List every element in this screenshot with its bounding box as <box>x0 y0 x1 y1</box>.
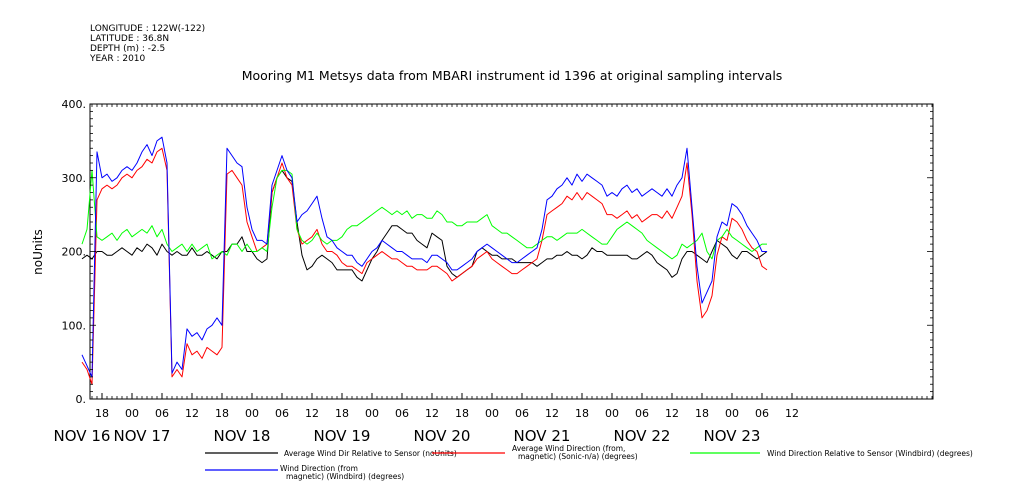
meta-year: YEAR : 2010 <box>89 54 146 64</box>
x-day-label: NOV 23 <box>704 427 761 445</box>
y-tick-label: 200. <box>62 246 87 259</box>
legend-label-1: Average Wind Dir Relative to Sensor (noU… <box>284 449 457 458</box>
series-line-4 <box>81 136 767 378</box>
x-day-label: NOV 18 <box>214 427 271 445</box>
legend-label-3: Wind Direction Relative to Sensor (Windb… <box>767 449 973 458</box>
metadata-block: LONGITUDE : 122W(-122) LATITUDE : 36.8N … <box>89 24 205 64</box>
x-tick-label: 18 <box>695 407 709 420</box>
chart-title: Mooring M1 Metsys data from MBARI instru… <box>242 68 783 83</box>
x-tick-label: 06 <box>275 407 289 420</box>
x-tick-label: 18 <box>575 407 589 420</box>
x-tick-label: 18 <box>455 407 469 420</box>
x-tick-label: 12 <box>425 407 439 420</box>
x-tick-label: 18 <box>95 407 109 420</box>
series-line-3 <box>81 169 767 260</box>
y-tick-label: 100. <box>62 319 87 332</box>
meta-latitude: LATITUDE : 36.8N <box>90 34 169 44</box>
x-tick-label: 00 <box>125 407 139 420</box>
x-tick-label: 12 <box>785 407 799 420</box>
x-tick-label: 12 <box>185 407 199 420</box>
legend-label-4: Wind Direction (from <box>280 464 358 473</box>
legend-label-4: magnetic) (Windbird) (degrees) <box>286 472 404 481</box>
y-tick-label: 400. <box>62 98 87 111</box>
x-tick-label: 18 <box>335 407 349 420</box>
x-day-label: NOV 20 <box>414 427 471 445</box>
x-tick-label: 18 <box>215 407 229 420</box>
axis-layer: 18 00 06 12 18 00 06 12 18 00 06 12 18 00 06 12 18 00 06 12… <box>54 98 933 445</box>
x-tick-label: 06 <box>635 407 649 420</box>
legend-label-2: Average Wind Direction (from, <box>512 444 625 453</box>
x-tick-label: 06 <box>395 407 409 420</box>
x-day-label: NOV 16 <box>54 427 111 445</box>
x-tick-label: 00 <box>725 407 739 420</box>
x-tick-label: 12 <box>545 407 559 420</box>
series-line-1 <box>81 169 768 282</box>
x-tick-label: 12 <box>305 407 319 420</box>
x-tick-label: 06 <box>515 407 529 420</box>
meta-depth: DEPTH (m) : -2.5 <box>90 44 165 54</box>
x-tick-label: 00 <box>605 407 619 420</box>
x-tick-label: 06 <box>155 407 169 420</box>
meta-longitude: LONGITUDE : 122W(-122) <box>90 24 205 34</box>
x-tick-label: 00 <box>365 407 379 420</box>
y-axis-label: noUnits <box>31 229 45 275</box>
x-tick-label: 00 <box>485 407 499 420</box>
legend-label-2: magnetic) (Sonic-n/a) (degrees) <box>518 452 638 461</box>
series-line-2 <box>81 147 768 385</box>
x-day-label: NOV 21 <box>514 427 571 445</box>
x-tick-label: 00 <box>245 407 259 420</box>
x-day-label: NOV 17 <box>114 427 171 445</box>
y-tick-label: 300. <box>62 172 87 185</box>
x-day-label: NOV 22 <box>614 427 671 445</box>
y-tick-label: 0. <box>76 393 87 406</box>
x-day-label: NOV 19 <box>314 427 371 445</box>
legend: Average Wind Dir Relative to Sensor (noU… <box>205 444 973 481</box>
x-tick-label: 06 <box>755 407 769 420</box>
series-layer <box>81 136 768 385</box>
x-tick-label: 12 <box>665 407 679 420</box>
